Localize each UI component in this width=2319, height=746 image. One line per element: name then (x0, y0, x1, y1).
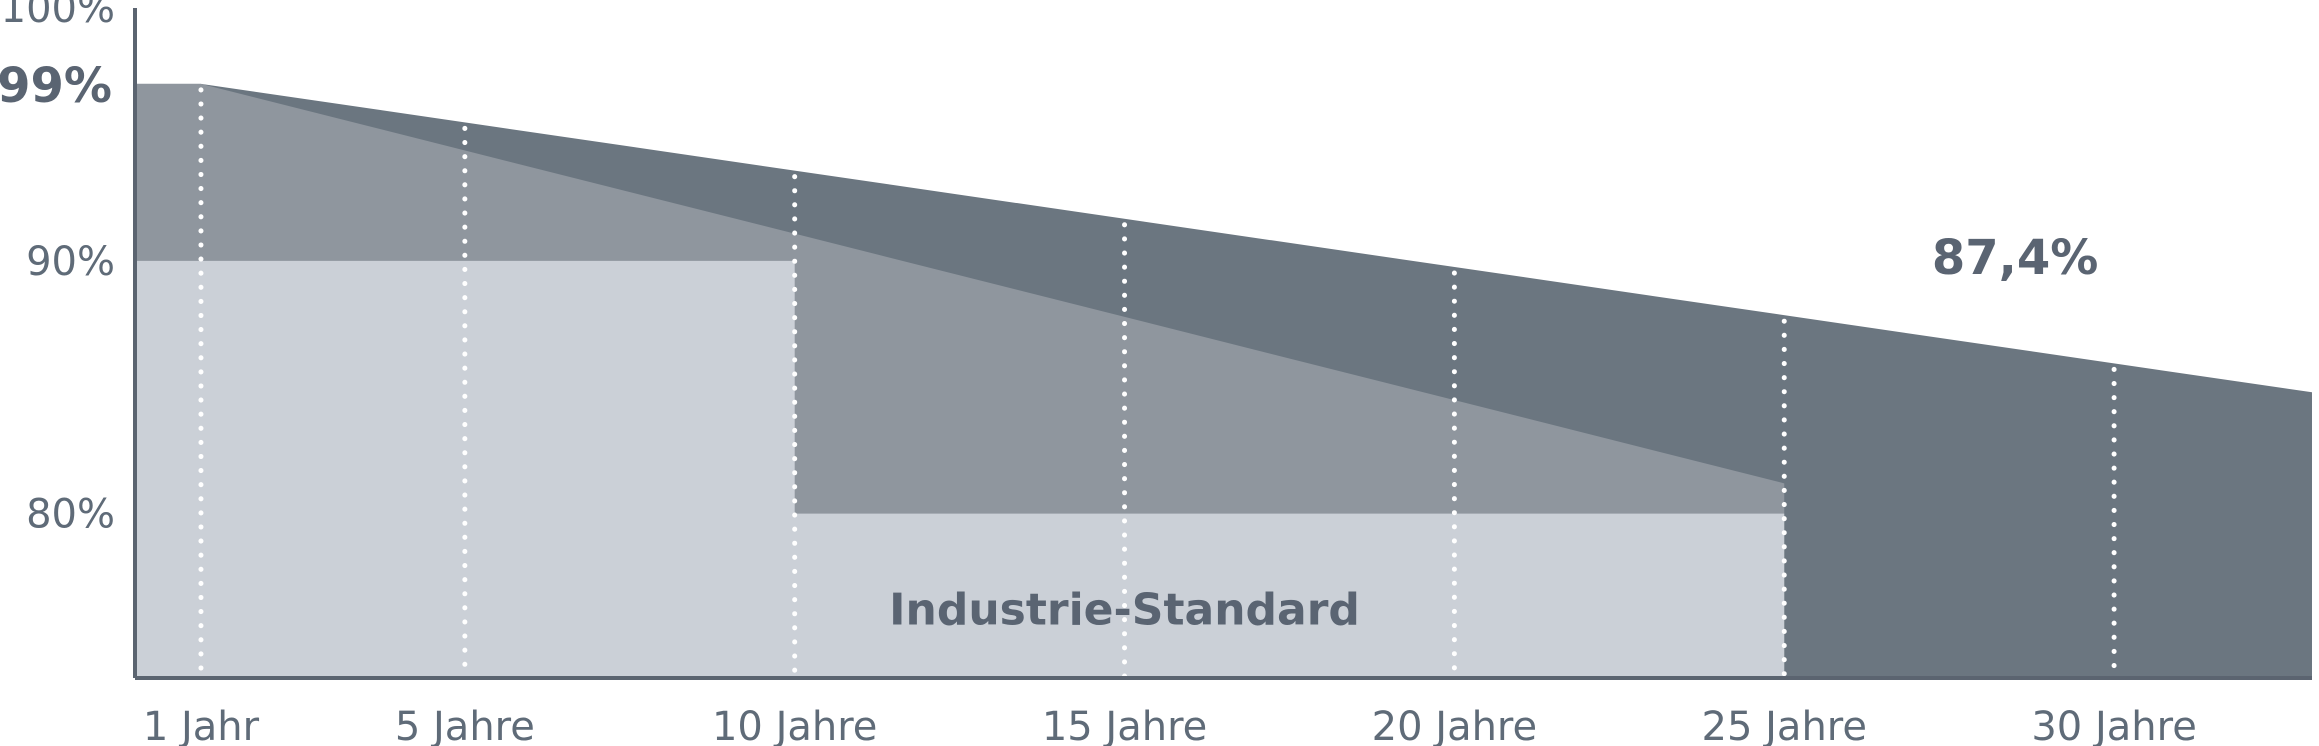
y-tick-label-100: 100% (1, 0, 115, 32)
x-tick-label-1: 1 Jahr (143, 704, 260, 746)
industry-standard-area (135, 260, 1785, 678)
area-series-group (135, 83, 2312, 678)
x-tick-label-15: 15 Jahre (1042, 704, 1207, 746)
y-tick-label-90: 90% (26, 239, 115, 285)
annotation-2: Industrie-Standard (889, 585, 1360, 636)
x-tick-label-20: 20 Jahre (1372, 704, 1537, 746)
annotation-0: 99% (0, 58, 112, 114)
annotation-1: 87,4% (1932, 230, 2099, 286)
x-tick-labels-group: 1 Jahr 5 Jahre 10 Jahre 15 Jahre 20 Jahre 25 … (143, 704, 2197, 746)
x-tick-label-10: 10 Jahre (712, 704, 877, 746)
annotation-labels-group: 99% 87,4% Industrie-Standard (0, 58, 2098, 636)
axes-group (133, 8, 2312, 680)
x-tick-label-5: 5 Jahre (395, 704, 535, 746)
y-tick-label-80: 80% (26, 492, 115, 538)
x-tick-label-30: 30 Jahre (2031, 704, 2196, 746)
y-tick-labels-group: 100% 90% 80% (1, 0, 115, 538)
x-tick-label-25: 25 Jahre (1702, 704, 1867, 746)
guide-lines-group (198, 87, 2117, 679)
